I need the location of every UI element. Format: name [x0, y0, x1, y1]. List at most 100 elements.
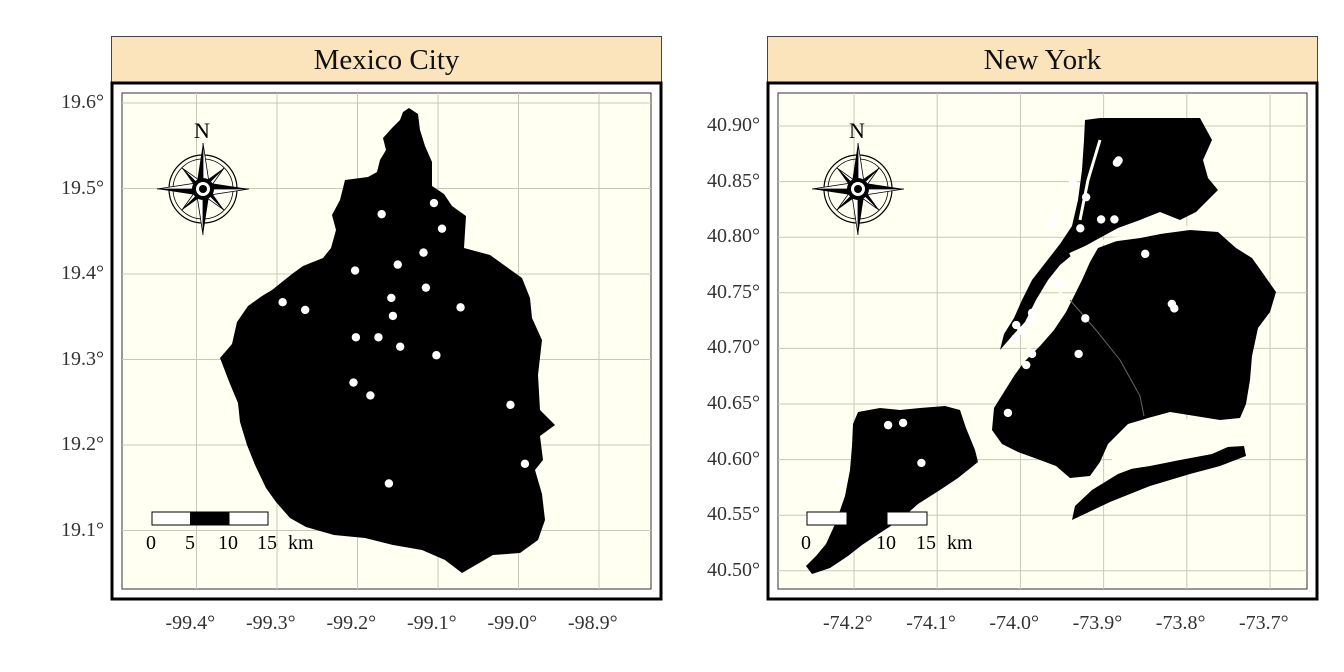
y-tick-label: 19.5°	[61, 176, 104, 199]
location-point	[1081, 192, 1091, 202]
x-tick-label: -74.0°	[989, 612, 1040, 634]
location-point	[350, 266, 360, 275]
panel-title-strip-mexico: Mexico City	[111, 36, 662, 83]
harlem-river	[1078, 139, 1102, 221]
y-tick-label: 40.75°	[707, 280, 760, 303]
location-point	[1076, 224, 1085, 233]
scale-label: 10	[218, 532, 238, 554]
location-point	[388, 311, 398, 321]
y-tick-label: 40.65°	[707, 392, 760, 414]
location-point	[387, 293, 396, 303]
location-point	[1048, 219, 1058, 229]
compass-point	[851, 143, 858, 189]
y-tick-label: 19.1°	[61, 518, 104, 541]
y-tick-label: 19.4°	[61, 262, 104, 284]
location-point	[506, 400, 515, 410]
compass-point	[196, 143, 203, 189]
location-point	[384, 479, 394, 488]
x-tick-label: -74.1°	[906, 612, 956, 634]
x-tick-label: -73.7°	[1239, 612, 1289, 634]
scale-label: 0	[801, 532, 811, 554]
location-point	[898, 418, 908, 428]
location-point	[1003, 408, 1013, 418]
scale-unit: km	[288, 532, 314, 554]
location-point	[1027, 349, 1037, 359]
x-tick-label: -99.4°	[165, 612, 216, 634]
location-point	[1167, 299, 1177, 309]
compass-point	[858, 189, 865, 235]
y-tick-label: 40.60°	[707, 447, 760, 470]
location-point	[278, 298, 287, 307]
y-tick-label: 40.55°	[707, 503, 760, 526]
compass-north-label: N	[849, 118, 865, 143]
scale-unit: km	[947, 532, 973, 554]
panel-title: Mexico City	[313, 44, 460, 76]
location-point	[1114, 156, 1123, 165]
location-point	[395, 342, 405, 351]
east-river-south	[1024, 259, 1074, 353]
location-point	[419, 248, 428, 257]
scale-bar-mexico	[151, 511, 269, 526]
north-arrow-icon	[811, 142, 905, 236]
location-point	[1055, 279, 1064, 289]
location-point	[1050, 210, 1059, 220]
north-arrow-icon	[156, 142, 250, 236]
location-point	[1012, 320, 1021, 330]
location-point	[1096, 215, 1106, 224]
y-tick-label: 40.50°	[707, 558, 760, 581]
location-point	[1011, 334, 1020, 343]
scale-label: 0	[146, 532, 156, 554]
rockaway	[1072, 446, 1246, 520]
location-point	[421, 283, 431, 292]
location-point	[351, 333, 361, 342]
location-point	[1081, 314, 1090, 323]
x-tick-label: -99.2°	[326, 612, 377, 634]
scale-label: 15	[916, 532, 936, 554]
compass-hub	[854, 185, 862, 193]
y-tick-label: 40.85°	[707, 169, 760, 192]
location-point	[393, 260, 402, 269]
x-tick-label: -99.0°	[487, 612, 538, 634]
y-tick-label: 40.80°	[707, 225, 760, 248]
location-point	[437, 224, 447, 233]
x-tick-label: -74.2°	[823, 612, 873, 634]
east-river	[1069, 223, 1231, 257]
location-point	[883, 420, 893, 430]
x-tick-label: -99.3°	[246, 612, 296, 634]
location-point	[1017, 326, 1026, 335]
scale-bar-newyork	[806, 511, 928, 526]
bronx-manhattan	[1000, 118, 1218, 350]
location-point	[917, 458, 926, 468]
location-point	[456, 303, 465, 312]
location-point	[1068, 178, 1078, 187]
scale-label: 15	[257, 532, 277, 554]
scale-label: 5	[185, 532, 195, 554]
location-point	[1027, 315, 1036, 324]
staten-island	[806, 406, 978, 574]
location-point	[1022, 360, 1031, 370]
y-tick-label: 19.3°	[61, 347, 104, 370]
compass-point	[203, 189, 210, 235]
location-point	[520, 459, 530, 469]
points-mexico	[278, 198, 530, 488]
location-point	[374, 333, 383, 342]
y-tick-label: 19.6°	[61, 91, 104, 113]
x-tick-label: -98.9°	[568, 612, 618, 634]
brooklyn-queens	[992, 230, 1276, 478]
location-point	[1141, 249, 1150, 259]
location-point	[349, 378, 358, 387]
x-tick-label: -73.9°	[1072, 612, 1123, 634]
compass-north-label: N	[194, 118, 210, 143]
mexico-city-boundary	[220, 108, 555, 573]
y-tick-label: 19.2°	[61, 433, 104, 455]
location-point	[366, 391, 375, 400]
location-point	[377, 209, 386, 219]
jamaica-bay	[1112, 418, 1230, 470]
scale-label: 10	[876, 532, 896, 554]
compass-point	[157, 189, 203, 196]
location-point	[300, 305, 310, 315]
y-tick-label: 40.90°	[707, 114, 760, 136]
scale-label: 5	[841, 532, 851, 554]
y-tick-label: 40.70°	[707, 336, 760, 359]
